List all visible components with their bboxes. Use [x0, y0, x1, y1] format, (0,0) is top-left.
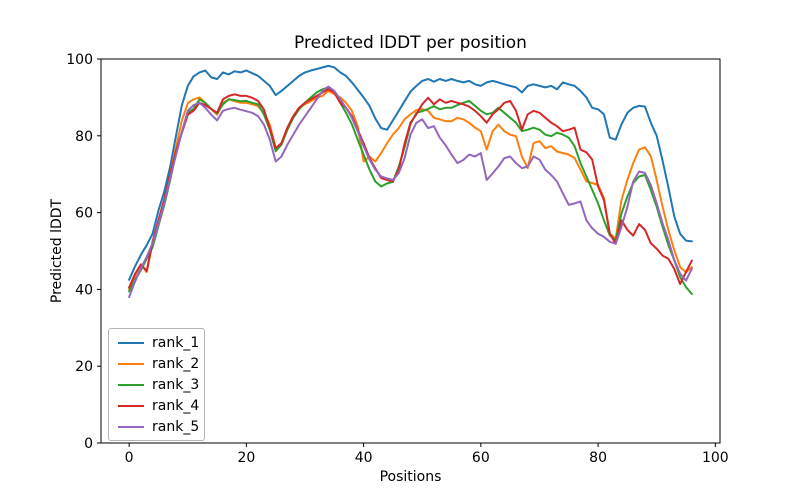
line-rank_3: [128, 86, 693, 295]
y-tick-label: 100: [66, 52, 93, 68]
x-tick-label: 60: [472, 450, 490, 466]
x-axis-label: Positions: [379, 469, 442, 485]
y-tick-label: 0: [84, 436, 93, 452]
line-rank_5: [128, 85, 693, 299]
legend-line-sample: [118, 383, 144, 386]
y-tick-label: 20: [75, 359, 93, 375]
y-axis-label: Predicted lDDT: [49, 198, 65, 304]
legend-item-rank_1: rank_1: [109, 336, 204, 350]
legend-line-sample: [118, 404, 144, 407]
legend-label: rank_1: [152, 334, 200, 351]
legend-label: rank_4: [152, 397, 200, 414]
legend-item-rank_5: rank_5: [109, 420, 204, 434]
y-tick-label: 60: [75, 206, 93, 222]
legend-item-rank_4: rank_4: [109, 399, 204, 413]
x-tick-label: 100: [702, 450, 729, 466]
x-tick-label: 20: [237, 450, 255, 466]
line-rank_2: [128, 89, 693, 291]
legend-line-sample: [118, 425, 144, 428]
legend: rank_1 rank_2 rank_3 rank_4 rank_5: [108, 328, 205, 441]
chart-title: Predicted lDDT per position: [294, 33, 527, 53]
y-tick-label: 80: [75, 129, 93, 145]
line-rank_4: [128, 88, 693, 289]
x-tick-label: 80: [589, 450, 607, 466]
legend-item-rank_2: rank_2: [109, 357, 204, 371]
legend-line-sample: [118, 341, 144, 344]
legend-line-sample: [118, 362, 144, 365]
legend-label: rank_2: [152, 355, 200, 372]
line-rank_1: [128, 64, 693, 281]
legend-label: rank_5: [152, 418, 200, 435]
y-tick-label: 40: [75, 282, 93, 298]
legend-label: rank_3: [152, 376, 200, 393]
legend-item-rank_3: rank_3: [109, 378, 204, 392]
axes-frame: [100, 58, 721, 444]
x-tick-label: 40: [355, 450, 373, 466]
x-tick-label: 0: [125, 450, 134, 466]
